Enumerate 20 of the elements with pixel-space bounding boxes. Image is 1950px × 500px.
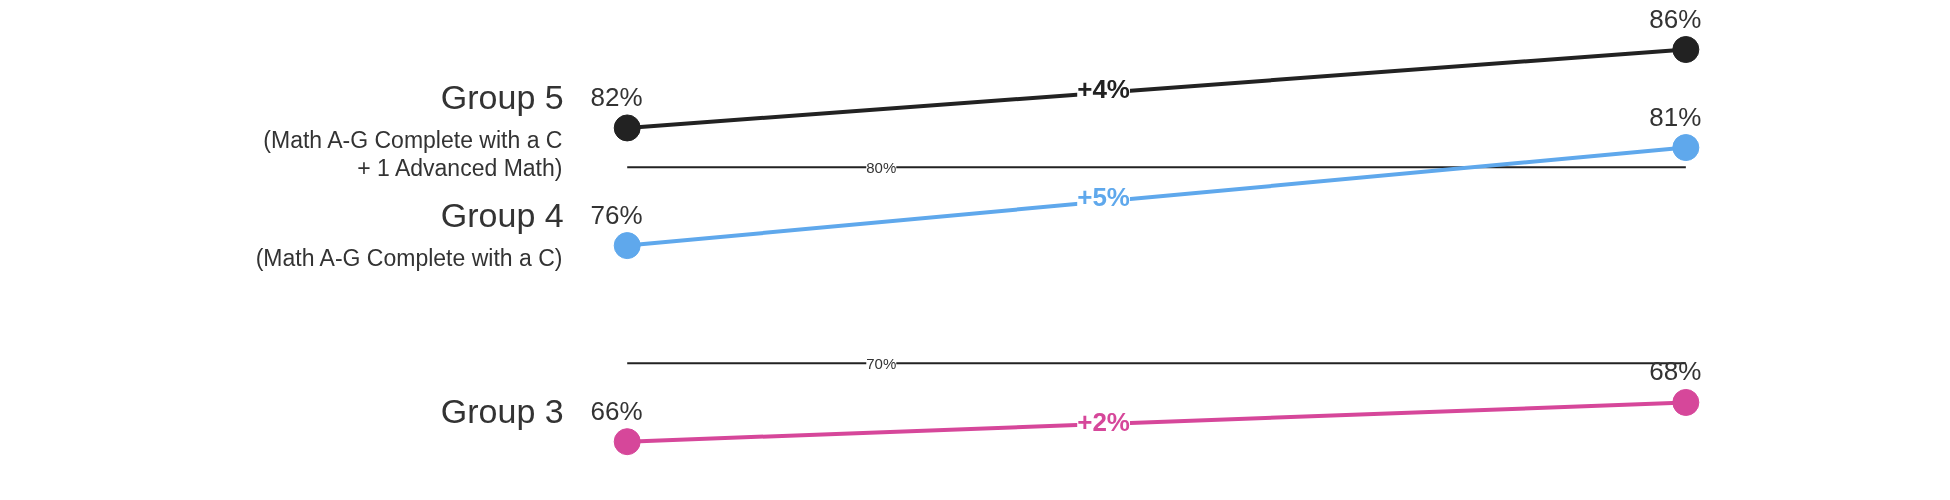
data-label: 66% xyxy=(590,395,643,426)
annotation: +4% xyxy=(1077,73,1130,104)
ref-line-label: 80% xyxy=(866,158,897,176)
ref-line-label: 70% xyxy=(866,354,897,372)
point xyxy=(1672,388,1700,416)
point xyxy=(1672,134,1700,162)
point xyxy=(613,114,641,142)
point xyxy=(1672,36,1700,63)
data-label: 76% xyxy=(590,199,643,230)
data-label: 68% xyxy=(1649,356,1702,387)
series-label: Group 5 (Math A-G Complete with a C + 1 Advanced Math) xyxy=(263,77,564,181)
series-label: Group 3 xyxy=(440,391,564,430)
series-label: Group 4 (Math A-G Complete with a C) xyxy=(255,195,564,271)
data-label: 86% xyxy=(1649,3,1702,34)
data-label: 81% xyxy=(1649,101,1702,132)
point xyxy=(613,232,641,260)
data-label: 82% xyxy=(590,81,643,112)
annotation: +2% xyxy=(1077,407,1130,438)
annotation: +5% xyxy=(1077,181,1130,212)
point xyxy=(613,428,641,456)
